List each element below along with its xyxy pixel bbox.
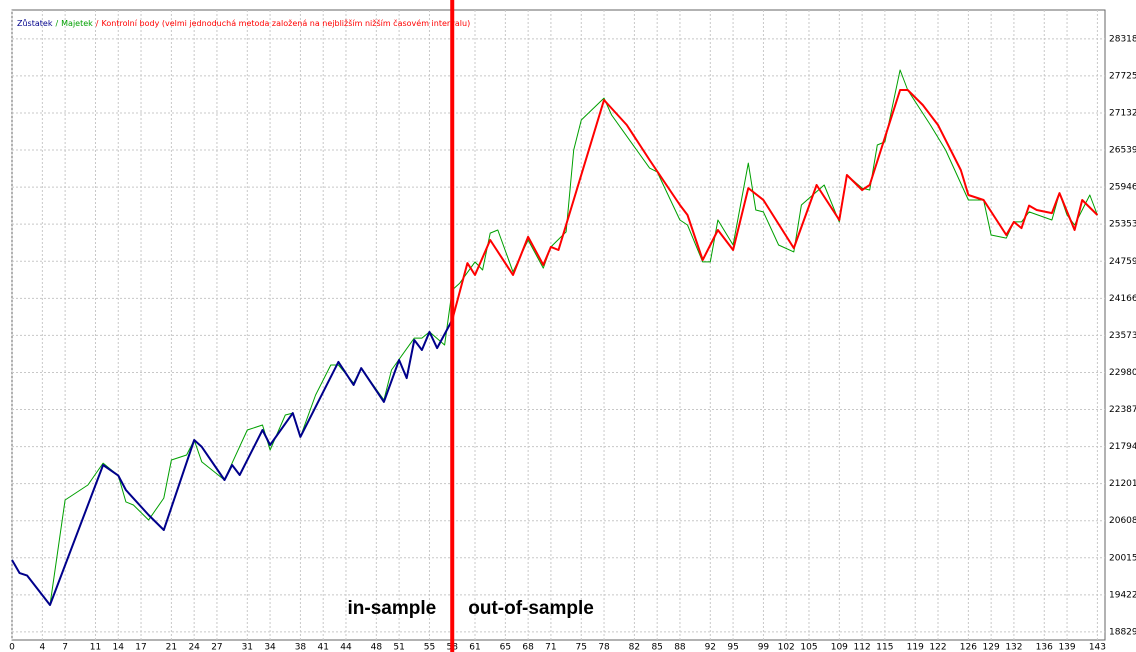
legend-entry: Zůstatek <box>17 18 53 28</box>
legend-separator: / <box>55 19 58 28</box>
y-tick-label: 2831852 <box>1109 34 1136 44</box>
x-tick-label: 14 <box>113 643 125 652</box>
y-tick-label: 2298067 <box>1109 368 1136 378</box>
x-tick-label: 51 <box>393 643 404 652</box>
annotation: in-sample <box>348 598 437 619</box>
x-tick-label: 75 <box>576 643 587 652</box>
y-tick-label: 2120139 <box>1109 479 1136 489</box>
x-tick-label: 31 <box>242 643 253 652</box>
x-tick-label: 65 <box>500 643 511 652</box>
x-tick-label: 105 <box>800 643 817 652</box>
x-tick-label: 119 <box>907 643 924 652</box>
y-tick-label: 1882901 <box>1109 627 1136 637</box>
x-tick-label: 88 <box>674 643 686 652</box>
x-tick-label: 92 <box>705 643 716 652</box>
x-tick-label: 132 <box>1005 643 1022 652</box>
x-tick-label: 55 <box>424 643 435 652</box>
x-tick-label: 139 <box>1058 643 1075 652</box>
x-tick-label: 61 <box>469 643 480 652</box>
x-tick-label: 115 <box>876 643 893 652</box>
y-tick-label: 2772543 <box>1109 71 1136 81</box>
x-tick-label: 41 <box>317 643 328 652</box>
x-tick-label: 21 <box>166 643 177 652</box>
y-tick-label: 2238758 <box>1109 405 1136 415</box>
y-tick-label: 2060829 <box>1109 516 1136 526</box>
x-tick-label: 7 <box>62 643 68 652</box>
series-line <box>451 89 1099 321</box>
x-tick-label: 85 <box>651 643 662 652</box>
x-tick-label: 126 <box>960 643 977 652</box>
x-tick-label: 122 <box>929 643 946 652</box>
legend-entry: Majetek <box>61 19 93 28</box>
x-tick-label: 136 <box>1036 643 1053 652</box>
y-tick-label: 2594614 <box>1109 183 1136 193</box>
x-tick-label: 24 <box>188 643 200 652</box>
y-tick-label: 2475995 <box>1109 257 1136 267</box>
legend-entry: Kontrolní body (velmi jednoduchá metoda … <box>102 18 471 28</box>
legend: Zůstatek / Majetek / Kontrolní body (velmi j… <box>17 18 470 28</box>
x-tick-label: 143 <box>1089 643 1106 652</box>
y-tick-label: 2653924 <box>1109 146 1136 156</box>
x-tick-label: 17 <box>135 643 146 652</box>
y-tick-label: 1942210 <box>1109 590 1136 600</box>
x-tick-label: 129 <box>983 643 1000 652</box>
y-tick-label: 2416686 <box>1109 294 1136 304</box>
x-tick-label: 38 <box>295 643 307 652</box>
y-tick-label: 2713233 <box>1109 108 1136 118</box>
x-tick-label: 34 <box>264 643 276 652</box>
x-tick-label: 78 <box>598 643 610 652</box>
x-tick-label: 99 <box>758 643 770 652</box>
series-line <box>11 319 454 606</box>
annotation: out-of-sample <box>468 598 594 619</box>
y-tick-label: 2179448 <box>1109 442 1136 452</box>
legend-separator: / <box>96 19 99 28</box>
plot-frame <box>11 9 1106 641</box>
x-tick-label: 11 <box>90 643 101 652</box>
x-tick-label: 48 <box>371 643 383 652</box>
x-tick-label: 102 <box>778 643 795 652</box>
x-tick-label: 0 <box>9 643 15 652</box>
x-tick-label: 109 <box>831 643 848 652</box>
x-tick-label: 44 <box>340 643 352 652</box>
y-tick-label: 2535305 <box>1109 220 1136 230</box>
x-tick-label: 68 <box>522 643 534 652</box>
x-tick-label: 112 <box>854 643 871 652</box>
x-tick-label: 71 <box>545 643 556 652</box>
x-tick-label: 4 <box>39 643 45 652</box>
x-tick-label: 27 <box>211 643 222 652</box>
x-tick-label: 95 <box>727 643 738 652</box>
x-tick-label: 82 <box>629 643 640 652</box>
y-tick-label: 2357376 <box>1109 331 1136 341</box>
